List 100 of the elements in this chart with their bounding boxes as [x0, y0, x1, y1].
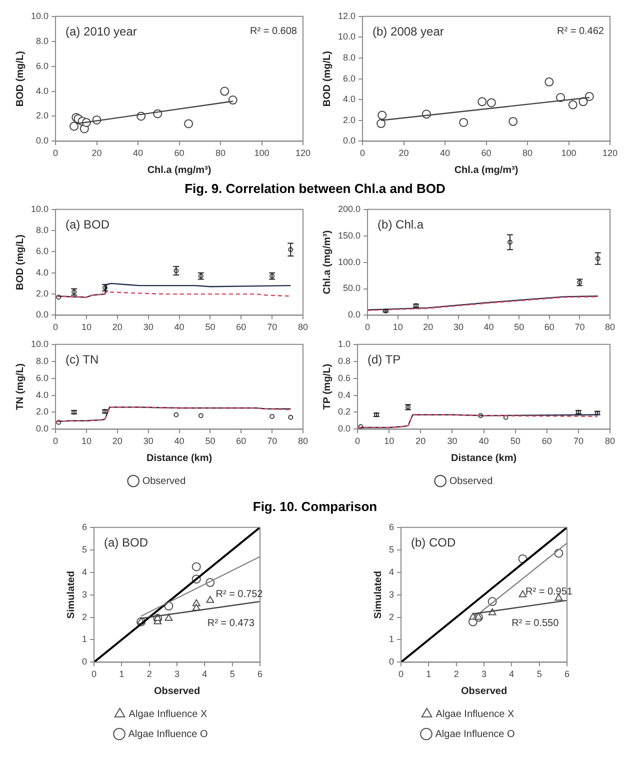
x-axis-title: Distance (km) [450, 452, 517, 464]
y-tick-label: 1.0 [338, 338, 351, 349]
y-tick-label: 1 [388, 634, 394, 644]
point [70, 122, 79, 131]
x-tick-label: 10 [81, 322, 92, 332]
annotation: R² = 0.608 [250, 26, 298, 38]
text: (c) TN [66, 352, 99, 367]
point [376, 119, 386, 128]
point [206, 596, 214, 603]
x-tick-label: 40 [133, 148, 144, 158]
point [164, 614, 173, 621]
y-tick-label: 4 [82, 566, 88, 577]
text: Fig. 9. Correlation between Chl.a and BOD [184, 180, 446, 198]
y-axis-title: BOD (mg/L) [14, 51, 26, 107]
x-tick-label: 50 [514, 322, 524, 332]
x-tick-label: 30 [447, 436, 458, 446]
y-tick-label: 3 [82, 589, 88, 600]
y-axis-title: TP (mg/L) [322, 364, 333, 410]
x-tick-label: 4 [202, 669, 208, 680]
x-tick-label: 60 [542, 436, 552, 446]
x-tick-label: 80 [298, 436, 308, 446]
x-tick-label: 1 [426, 669, 432, 680]
y-tick-label: 6.0 [343, 73, 356, 84]
x-tick-label: 10 [81, 436, 92, 446]
y-tick-label: 2 [388, 612, 394, 622]
y-tick-label: 10.0 [30, 10, 49, 21]
x-tick-label: 2 [454, 669, 459, 680]
x-tick-label: 20 [423, 322, 434, 332]
x-tick-label: 50 [205, 436, 216, 446]
x-tick-label: 100 [254, 148, 270, 158]
x-tick-label: 70 [267, 436, 278, 446]
text: (b) COD [411, 536, 456, 550]
x-tick-label: 120 [602, 148, 618, 158]
y-tick-label: 4.0 [36, 267, 49, 278]
x-axis-title: Chl.a (mg/m³) [454, 164, 518, 176]
x-tick-label: 0 [53, 322, 58, 332]
x-tick-label: 100 [561, 148, 576, 158]
x-tick-label: 4 [509, 669, 514, 680]
y-tick-label: 8.0 [36, 356, 49, 366]
y-tick-label: 0.2 [338, 406, 351, 417]
point [288, 414, 294, 420]
x-tick-label: 80 [216, 148, 226, 158]
y-tick-label: 8.0 [343, 52, 356, 62]
y-tick-label: 0.0 [36, 136, 49, 146]
x-tick-label: 70 [574, 322, 585, 332]
x-tick-label: 50 [510, 436, 520, 446]
y-axis-title: BOD (mg/L) [14, 234, 26, 290]
x-tick-label: 60 [174, 148, 184, 158]
x-tick-label: 60 [236, 436, 246, 446]
point [486, 98, 496, 108]
y-tick-label: 150.0 [338, 230, 361, 240]
x-tick-label: 20 [416, 436, 426, 446]
x-tick-label: 60 [236, 322, 246, 332]
x-tick-label: 5 [536, 669, 542, 680]
x-tick-label: 30 [143, 322, 154, 332]
x-tick-label: 80 [604, 436, 616, 446]
x-tick-label: 20 [398, 148, 409, 158]
x-tick-label: 40 [174, 322, 184, 332]
x-tick-label: 40 [478, 436, 489, 446]
point [270, 414, 275, 419]
legend-label: Observed [449, 476, 493, 487]
x-tick-label: 80 [522, 148, 533, 158]
y-tick-label: 8.0 [36, 225, 49, 236]
text: (b) 2008 year [372, 24, 444, 39]
y-tick-label: 3 [388, 589, 394, 600]
x-tick-label: 70 [267, 322, 278, 332]
y-tick-label: 0 [388, 656, 394, 667]
text: (a) BOD [66, 218, 110, 232]
point [174, 412, 179, 418]
legend-label: Algae Influence O [128, 728, 208, 740]
y-tick-label: 200.0 [338, 204, 361, 214]
y-tick-label: 2.0 [36, 288, 49, 299]
y-tick-label: 0.4 [338, 390, 351, 400]
legend-label: Algae Influence O [435, 728, 515, 740]
y-axis-title: BOD (mg/L) [322, 51, 333, 107]
legend-label: Algae Influence X [436, 708, 515, 720]
y-axis-title: Simulated [372, 570, 384, 619]
legend-label: Observed [142, 476, 186, 487]
x-tick-label: 50 [205, 322, 216, 332]
point [459, 118, 468, 127]
x-tick-label: 70 [573, 436, 584, 446]
y-tick-label: 0.0 [348, 310, 361, 320]
point [184, 119, 194, 128]
point [584, 92, 594, 101]
text: (a) BOD [104, 536, 148, 550]
point [198, 413, 204, 418]
y-tick-label: 0.0 [36, 310, 49, 320]
point [478, 97, 487, 106]
y-tick-label: 4.0 [36, 390, 49, 400]
x-tick-label: 2 [146, 669, 152, 680]
x-tick-label: 3 [481, 669, 487, 680]
x-tick-label: 0 [92, 669, 97, 680]
y-tick-label: 4.0 [343, 94, 356, 104]
x-tick-label: 20 [92, 148, 102, 158]
y-tick-label: 0.8 [338, 356, 351, 366]
y-tick-label: 4 [388, 566, 394, 577]
y-tick-label: 2.0 [36, 110, 49, 121]
y-axis-title: TN (mg/L) [14, 363, 26, 410]
y-tick-label: 0.0 [343, 136, 356, 146]
x-tick-label: 1 [119, 669, 124, 680]
